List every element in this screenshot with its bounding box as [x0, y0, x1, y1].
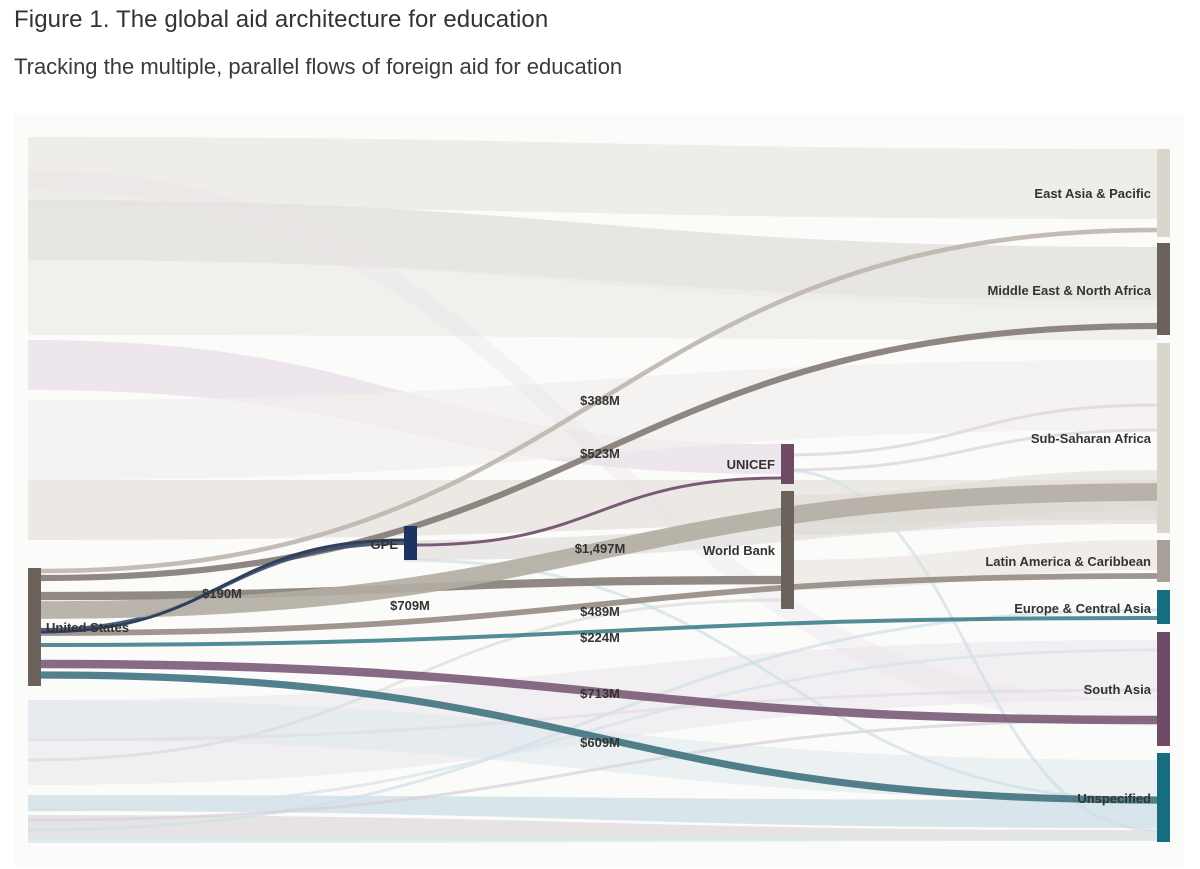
background-flow	[780, 403, 1158, 457]
flow-us-to-lac[interactable]	[40, 573, 1158, 636]
node-label-sa: South Asia	[1084, 682, 1152, 697]
background-flow	[27, 688, 1158, 742]
node-label-eap: East Asia & Pacific	[1034, 186, 1151, 201]
flow-value-label-eap: $388M	[580, 393, 620, 408]
background-flow	[27, 718, 1158, 822]
background-flow	[28, 835, 1157, 843]
highlighted-flows	[40, 227, 1158, 804]
flow-us-to-mena[interactable]	[40, 322, 1158, 582]
node-eap[interactable]	[1157, 149, 1170, 237]
node-label-lac: Latin America & Caribbean	[985, 554, 1151, 569]
node-label-gpe: GPE	[371, 537, 399, 552]
background-flow	[28, 137, 1157, 219]
node-label-wb: World Bank	[703, 543, 776, 558]
flow-value-label-gpe: $190M	[202, 586, 242, 601]
background-flow	[403, 558, 1158, 802]
node-label-us: United States	[46, 620, 129, 635]
sankey-labels: United States GPE UNICEF World Bank East Asi…	[46, 186, 1152, 806]
flow-value-label-lac: $489M	[580, 604, 620, 619]
node-label-eca: Europe & Central Asia	[1014, 601, 1152, 616]
background-flow	[28, 640, 1157, 785]
figure-title: Figure 1. The global aid architecture fo…	[14, 6, 549, 33]
background-flow	[28, 700, 1157, 800]
background-flows	[27, 137, 1158, 843]
flow-value-label-ssa: $1,497M	[575, 541, 626, 556]
node-un[interactable]	[1157, 753, 1170, 842]
background-flow	[27, 608, 1158, 832]
background-flow	[780, 428, 1158, 472]
flow-us-to-ssa[interactable]	[40, 483, 1158, 619]
background-flow	[28, 260, 1157, 340]
node-us[interactable]	[28, 568, 41, 686]
flow-value-label-un: $609M	[580, 735, 620, 750]
sankey-chart: United States GPE UNICEF World Bank East Asi…	[27, 137, 1170, 843]
background-flow	[28, 170, 1157, 726]
flow-us-to-un[interactable]	[40, 671, 1158, 804]
flow-us-to-eap[interactable]	[40, 227, 1158, 574]
background-flow	[780, 468, 1158, 832]
node-label-unicef: UNICEF	[727, 457, 775, 472]
background-flow	[28, 795, 1157, 828]
node-ssa[interactable]	[1157, 343, 1170, 533]
node-label-ssa: Sub-Saharan Africa	[1031, 431, 1152, 446]
flow-value-label-sa: $713M	[580, 686, 620, 701]
node-wb[interactable]	[781, 491, 794, 609]
node-unicef[interactable]	[781, 444, 794, 484]
background-flow	[28, 815, 1157, 840]
flow-us-to-gpe-edge[interactable]	[40, 538, 405, 634]
node-eca[interactable]	[1157, 590, 1170, 624]
sankey-chart-panel: United States GPE UNICEF World Bank East Asi…	[14, 114, 1184, 866]
flow-value-label-wb: $709M	[390, 598, 430, 613]
flow-value-label-eca: $224M	[580, 630, 620, 645]
node-sa[interactable]	[1157, 632, 1170, 746]
flow-value-label-mena: $523M	[580, 446, 620, 461]
background-flow	[781, 540, 1157, 590]
node-mena[interactable]	[1157, 243, 1170, 335]
figure-subtitle: Tracking the multiple, parallel flows of…	[14, 54, 623, 79]
background-flow	[27, 598, 782, 762]
node-label-un: Unspecified	[1077, 791, 1151, 806]
node-gpe[interactable]	[404, 526, 417, 560]
node-label-mena: Middle East & North Africa	[988, 283, 1152, 298]
flow-gpe-to-unicef[interactable]	[416, 476, 782, 547]
flow-us-to-sa[interactable]	[40, 659, 1158, 725]
sankey-nodes	[28, 149, 1170, 842]
flow-us-to-eca[interactable]	[40, 616, 1158, 647]
node-lac[interactable]	[1157, 540, 1170, 582]
background-flow	[27, 648, 1158, 812]
background-flow	[28, 360, 1157, 480]
background-flow	[28, 200, 1157, 307]
